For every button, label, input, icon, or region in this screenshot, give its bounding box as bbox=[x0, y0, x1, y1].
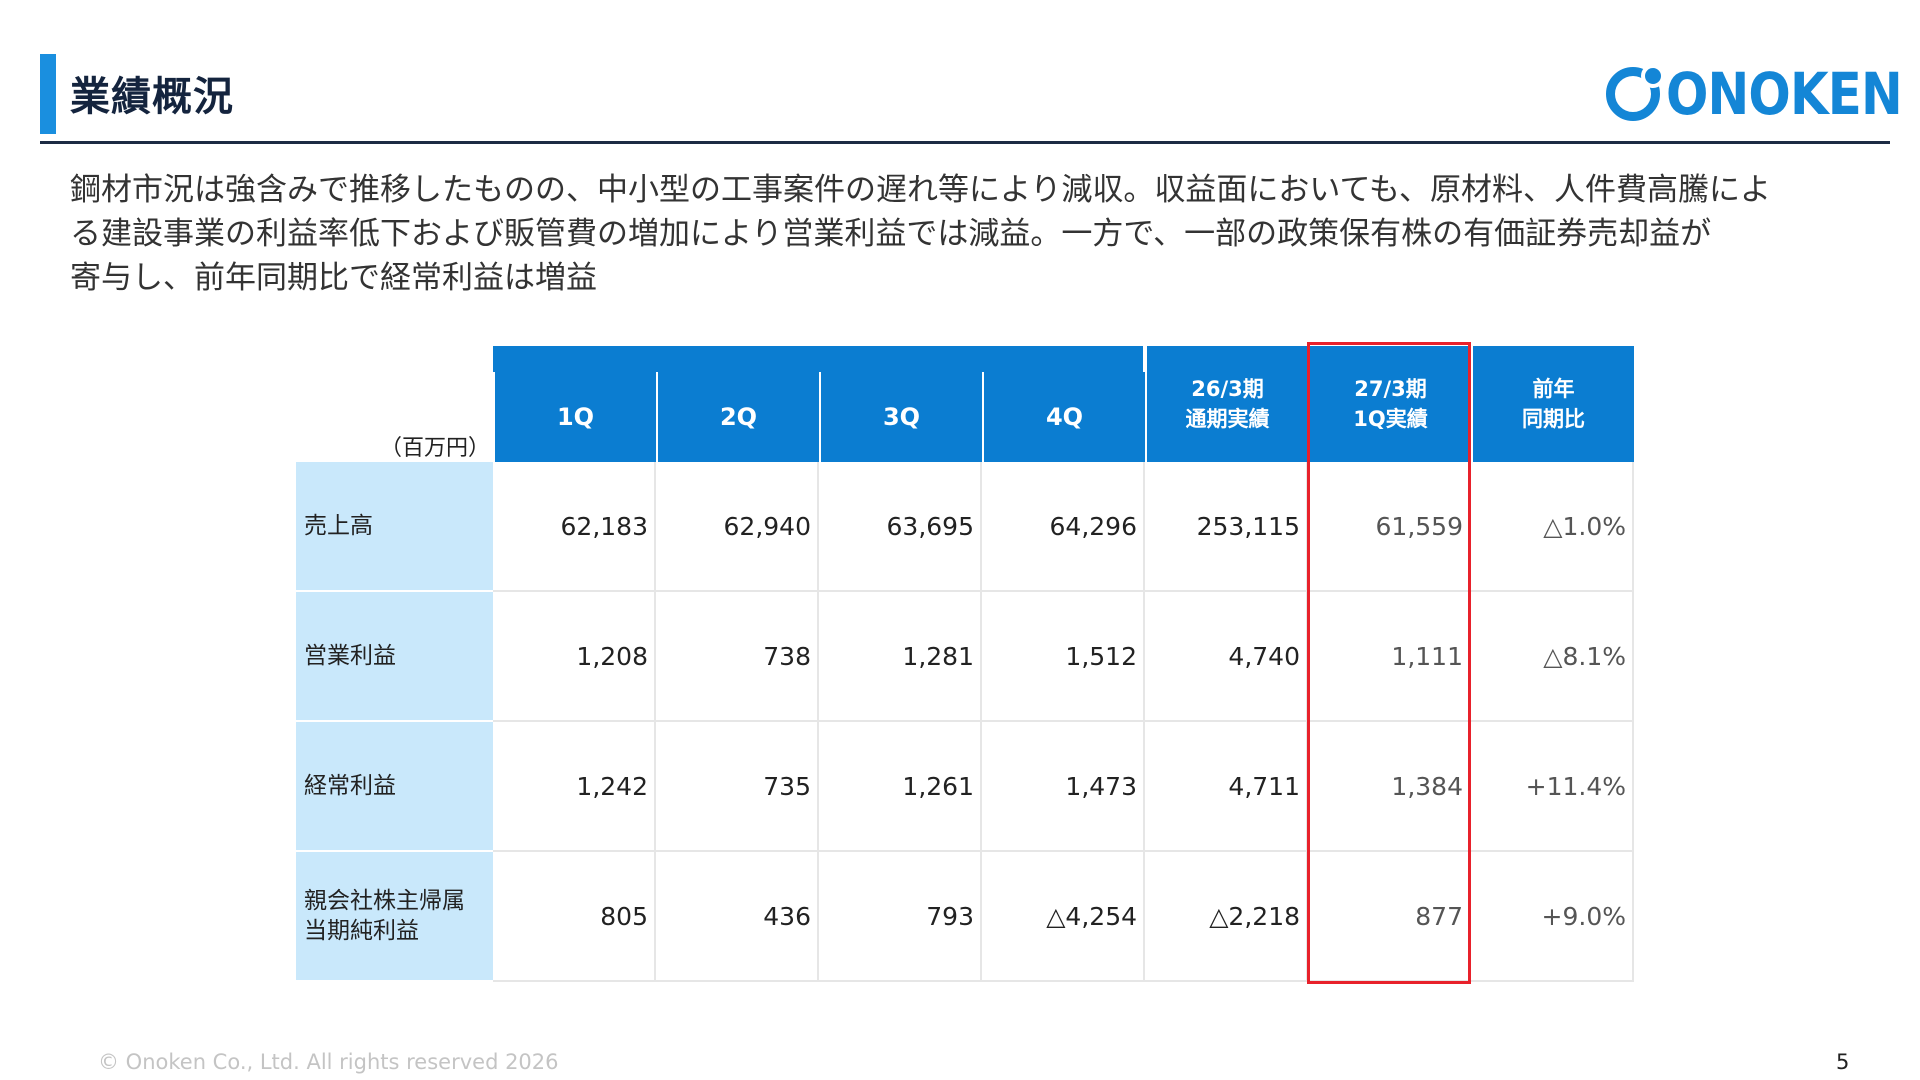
table-cell: 735 bbox=[656, 722, 819, 852]
table-cell: +11.4% bbox=[1471, 722, 1634, 852]
row-label: 売上高 bbox=[296, 462, 493, 592]
table-cell: 877 bbox=[1308, 852, 1471, 982]
summary-line: る建設事業の利益率低下および販管費の増加により営業利益では減益。一方で、一部の政… bbox=[70, 216, 1712, 252]
table-cell: 64,296 bbox=[982, 462, 1145, 592]
table-cell: 61,559 bbox=[1308, 462, 1471, 592]
table-cell: 1,384 bbox=[1308, 722, 1471, 852]
table-cell: 1,242 bbox=[493, 722, 656, 852]
table-header-7: 前年 同期比 bbox=[1471, 346, 1634, 462]
row-label: 営業利益 bbox=[296, 592, 493, 722]
title-divider bbox=[40, 141, 1890, 144]
table-header-5: 26/3期 通期実績 bbox=[1145, 346, 1308, 462]
table-cell: 1,111 bbox=[1308, 592, 1471, 722]
table-header-3: 3Q bbox=[819, 372, 982, 462]
table-cell: 793 bbox=[819, 852, 982, 982]
table-cell: 1,208 bbox=[493, 592, 656, 722]
table-cell: △4,254 bbox=[982, 852, 1145, 982]
table-cell: 805 bbox=[493, 852, 656, 982]
table-cell: 253,115 bbox=[1145, 462, 1308, 592]
table-cell: 1,281 bbox=[819, 592, 982, 722]
copyright-footer: © Onoken Co., Ltd. All rights reserved 2… bbox=[98, 1050, 559, 1074]
table-cell: 63,695 bbox=[819, 462, 982, 592]
table-cell: 1,261 bbox=[819, 722, 982, 852]
page-number: 5 bbox=[1836, 1050, 1850, 1074]
table-cell: 62,940 bbox=[656, 462, 819, 592]
logo-mark-icon bbox=[1606, 64, 1665, 121]
page-title: 業績概況 bbox=[70, 74, 234, 120]
table-cell: 62,183 bbox=[493, 462, 656, 592]
table-header-2: 2Q bbox=[656, 372, 819, 462]
company-logo: ONOKEN bbox=[1606, 60, 1920, 128]
table-cell: △2,218 bbox=[1145, 852, 1308, 982]
summary-text: 鋼材市況は強含みで推移したものの、中小型の工事案件の遅れ等により減収。収益面にお… bbox=[70, 168, 1870, 300]
summary-line: 鋼材市況は強含みで推移したものの、中小型の工事案件の遅れ等により減収。収益面にお… bbox=[70, 172, 1771, 208]
table-cell: 436 bbox=[656, 852, 819, 982]
logo-text: ONOKEN bbox=[1666, 60, 1903, 128]
table-unit-label: （百万円） bbox=[380, 436, 491, 461]
table-cell: △1.0% bbox=[1471, 462, 1634, 592]
table-cell: 4,711 bbox=[1145, 722, 1308, 852]
title-accent-bar bbox=[40, 54, 56, 134]
row-label: 経常利益 bbox=[296, 722, 493, 852]
table-cell: 738 bbox=[656, 592, 819, 722]
table-header-band bbox=[493, 346, 1143, 372]
table-cell: 1,473 bbox=[982, 722, 1145, 852]
table-cell: △8.1% bbox=[1471, 592, 1634, 722]
table-cell: +9.0% bbox=[1471, 852, 1634, 982]
current-quarter-highlight bbox=[1307, 342, 1471, 984]
table-cell: 4,740 bbox=[1145, 592, 1308, 722]
table-header-4: 4Q bbox=[982, 372, 1145, 462]
row-label: 親会社株主帰属 当期純利益 bbox=[296, 852, 493, 982]
table-cell: 1,512 bbox=[982, 592, 1145, 722]
table-header-1: 1Q bbox=[493, 372, 656, 462]
summary-line: 寄与し、前年同期比で経常利益は増益 bbox=[70, 260, 597, 296]
